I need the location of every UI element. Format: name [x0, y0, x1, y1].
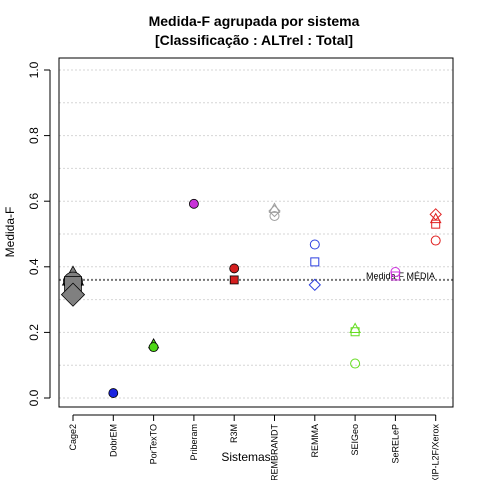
point-circle	[148, 342, 159, 353]
x-tick-label: SeRELeP	[390, 424, 400, 464]
point-square	[350, 327, 360, 337]
point-circle	[108, 388, 119, 398]
point-square	[229, 275, 239, 285]
y-tick-label: 0.0	[27, 389, 41, 406]
point-circle	[309, 239, 320, 250]
y-tick-label: 0.4	[27, 258, 41, 275]
point-circle	[229, 263, 240, 274]
x-axis-label: Sistemas	[221, 450, 270, 464]
x-tick-label: R3M	[229, 424, 239, 443]
y-tick-label: 0.8	[27, 127, 41, 144]
point-circle	[350, 358, 361, 369]
x-tick-label: XIP-L2F/Xerox	[431, 424, 441, 480]
x-tick-label: REMBRANDT	[270, 424, 280, 480]
y-axis-label: Medida-F	[3, 207, 17, 258]
chart-title-line2: [Classificação : ALTrel : Total]	[155, 32, 353, 48]
y-axis: 0.0 0.2 0.4 0.6 0.8 1.0	[27, 61, 51, 406]
x-tick-label: REMMA	[310, 424, 320, 458]
point-diamond	[308, 278, 322, 292]
x-tick-label: PorTexTO	[149, 424, 159, 464]
x-tick-label: Priberam	[189, 424, 199, 461]
point-diamond	[60, 282, 86, 307]
point-circle	[430, 235, 441, 246]
y-tick-label: 1.0	[27, 61, 41, 78]
point-square	[310, 257, 320, 267]
point-diamond	[268, 204, 281, 218]
y-tick-label: 0.2	[27, 324, 41, 341]
average-reference-label: Medida-F MÉDIA	[366, 271, 435, 281]
data-points	[60, 198, 442, 398]
x-tick-label: Cage2	[68, 424, 78, 451]
grid-lines	[59, 69, 453, 399]
point-square	[431, 219, 441, 229]
plot-frame	[58, 57, 454, 408]
point-square	[390, 271, 400, 281]
point-triangle	[429, 212, 442, 224]
x-axis: Cage2 DobrEM PorTexTO Priberam R3M REMBRANDT R…	[68, 414, 441, 480]
point-circle	[188, 198, 199, 209]
point-circle	[269, 210, 280, 221]
chart-title-line1: Medida-F agrupada por sistema	[149, 13, 360, 29]
x-tick-label: SEIGeo	[350, 424, 360, 456]
y-tick-label: 0.6	[27, 193, 41, 210]
x-tick-label: DobrEM	[108, 424, 118, 457]
